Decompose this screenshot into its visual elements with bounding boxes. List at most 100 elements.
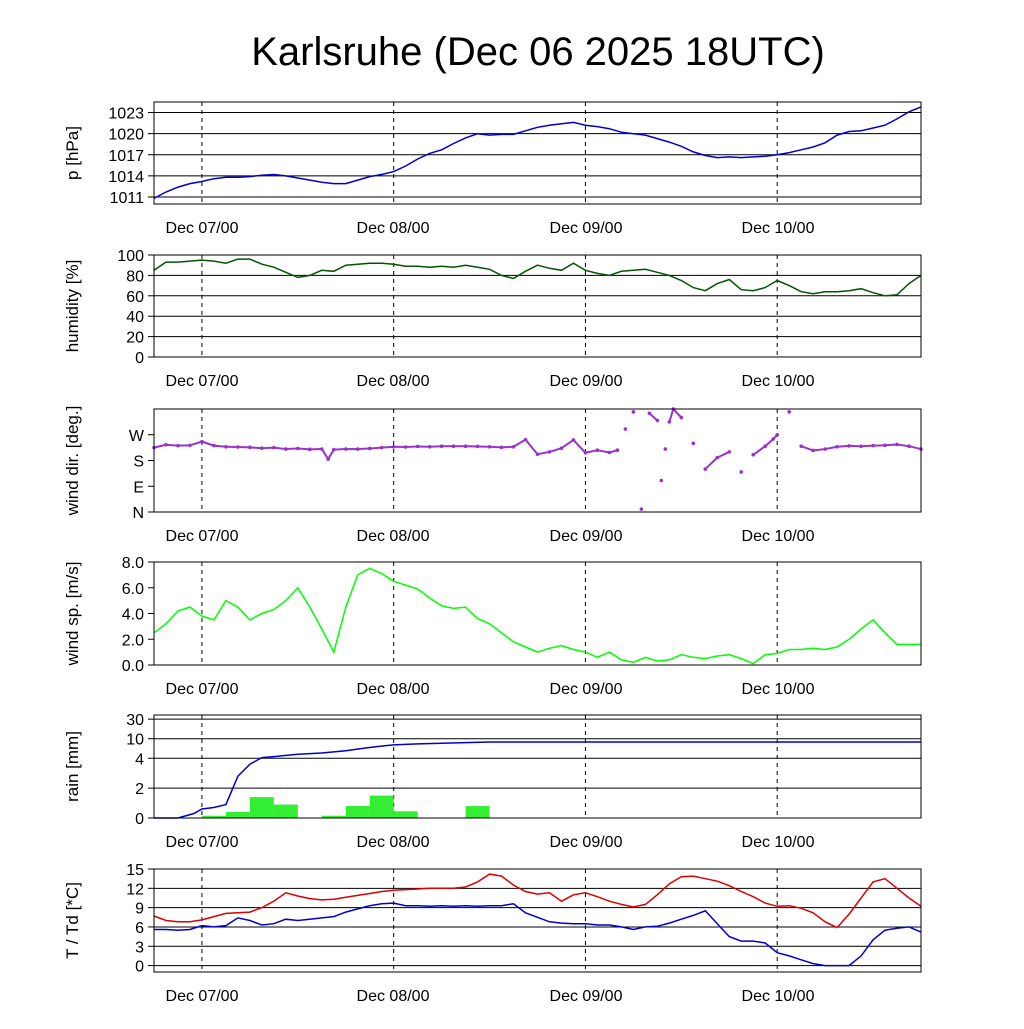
- pressure-xtick-label: Dec 07/00: [166, 220, 239, 237]
- wind-speed-ytick-label: 8.0: [122, 555, 144, 572]
- wind-direction-segment: [909, 446, 921, 449]
- wind-direction-xtick-label: Dec 10/00: [742, 528, 815, 545]
- wind-direction-segment: [885, 444, 897, 445]
- humidity-xtick-label: Dec 07/00: [166, 373, 239, 390]
- wind-direction-point: [739, 470, 743, 474]
- rain-xtick-label: Dec 09/00: [550, 834, 623, 851]
- wind-direction-point: [624, 427, 628, 431]
- wind-speed-xtick-label: Dec 07/00: [166, 681, 239, 698]
- wind-direction-xtick-label: Dec 07/00: [166, 528, 239, 545]
- temperature-series-line-1: [154, 903, 921, 966]
- wind-direction-ytick-label: S: [133, 454, 144, 471]
- wind-direction-segment: [669, 409, 673, 422]
- wind-direction-segment: [597, 450, 609, 452]
- pressure-xtick-label: Dec 10/00: [742, 220, 815, 237]
- rain-ytick-label: 0: [135, 811, 144, 828]
- wind-direction-xtick-label: Dec 09/00: [550, 528, 623, 545]
- humidity-xtick-label: Dec 10/00: [742, 373, 815, 390]
- wind-direction-segment: [166, 445, 178, 446]
- rain-bar: [466, 806, 490, 818]
- wind-direction-point: [680, 416, 684, 420]
- wind-direction-segment: [154, 445, 166, 448]
- rain-ytick-label: 4: [135, 751, 144, 768]
- pressure-xtick-label: Dec 09/00: [550, 220, 623, 237]
- humidity-series-line-0: [154, 259, 921, 296]
- wind-direction-segment: [538, 452, 550, 454]
- wind-speed-ytick-label: 0.0: [122, 658, 144, 675]
- wind-direction-segment: [370, 448, 382, 449]
- temperature-frame: [154, 869, 921, 972]
- humidity-xtick-label: Dec 08/00: [357, 373, 430, 390]
- wind-direction-segment: [897, 444, 909, 446]
- pressure-frame: [154, 102, 921, 204]
- wind-direction-segment: [837, 446, 849, 447]
- rain-bar: [226, 812, 250, 818]
- wind-direction-segment: [717, 452, 729, 458]
- humidity-xtick-label: Dec 09/00: [550, 373, 623, 390]
- rain-bar: [370, 796, 394, 818]
- wind-direction-point: [656, 419, 660, 423]
- wind-direction-ytick-label: E: [133, 479, 144, 496]
- wind-direction-segment: [298, 448, 310, 449]
- wind-direction-segment: [825, 447, 837, 449]
- wind-direction-point: [775, 433, 779, 437]
- humidity-ylabel: humidity [%]: [63, 260, 82, 353]
- wind-speed-ytick-label: 4.0: [122, 607, 144, 624]
- pressure-ytick-label: 1017: [108, 148, 144, 165]
- rain-bar: [274, 805, 298, 818]
- temperature-xtick-label: Dec 08/00: [357, 988, 430, 1005]
- wind-direction-point: [632, 410, 636, 414]
- temperature-ytick-label: 15: [126, 862, 144, 879]
- wind-speed-ylabel: wind sp. [m/s]: [63, 562, 82, 667]
- wind-direction-segment: [753, 446, 765, 455]
- rain-bar: [394, 811, 418, 818]
- rain-bar: [346, 806, 370, 818]
- rain-xtick-label: Dec 07/00: [166, 834, 239, 851]
- pressure-ytick-label: 1020: [108, 127, 144, 144]
- wind-direction-point: [616, 448, 620, 452]
- humidity-ytick-label: 100: [117, 248, 144, 265]
- wind-direction-ytick-label: N: [132, 505, 144, 522]
- wind-direction-series: [152, 407, 923, 511]
- wind-direction-point: [691, 442, 695, 446]
- rain-xtick-label: Dec 10/00: [742, 834, 815, 851]
- wind-direction-xtick-label: Dec 08/00: [357, 528, 430, 545]
- wind-direction-segment: [813, 449, 825, 450]
- wind-direction-segment: [514, 440, 526, 447]
- rain-ylabel: rain [mm]: [63, 731, 82, 802]
- wind-direction-segment: [382, 447, 394, 448]
- wind-direction-ytick-label: W: [129, 428, 145, 445]
- chart-title: Karlsruhe (Dec 06 2025 18UTC): [251, 30, 825, 74]
- pressure-xtick-label: Dec 08/00: [357, 220, 430, 237]
- wind-direction-segment: [214, 446, 226, 447]
- pressure-ytick-label: 1011: [110, 190, 145, 207]
- temperature-ytick-label: 9: [135, 901, 144, 918]
- temperature-xtick-label: Dec 07/00: [166, 988, 239, 1005]
- wind-direction-segment: [549, 448, 561, 452]
- wind-speed-xtick-label: Dec 08/00: [357, 681, 430, 698]
- wind-direction-segment: [250, 447, 262, 448]
- wind-direction-segment: [202, 442, 214, 446]
- temperature-series-line-0: [154, 874, 921, 928]
- wind-direction-point: [640, 507, 644, 511]
- wind-direction-frame: [154, 409, 921, 512]
- temperature-ytick-label: 6: [135, 920, 144, 937]
- wind-direction-point: [664, 447, 668, 451]
- temperature-ytick-label: 12: [126, 881, 144, 898]
- rain-ytick-label: 30: [126, 712, 144, 729]
- temperature-xtick-label: Dec 10/00: [742, 988, 815, 1005]
- temperature-ylabel: T / Td [*C]: [63, 882, 82, 959]
- pressure-series-line-0: [154, 107, 921, 198]
- temperature-ytick-label: 3: [135, 939, 144, 956]
- rain-xtick-label: Dec 08/00: [357, 834, 430, 851]
- wind-direction-segment: [274, 448, 286, 449]
- wind-speed-ytick-label: 6.0: [122, 581, 144, 598]
- temperature-xtick-label: Dec 09/00: [550, 988, 623, 1005]
